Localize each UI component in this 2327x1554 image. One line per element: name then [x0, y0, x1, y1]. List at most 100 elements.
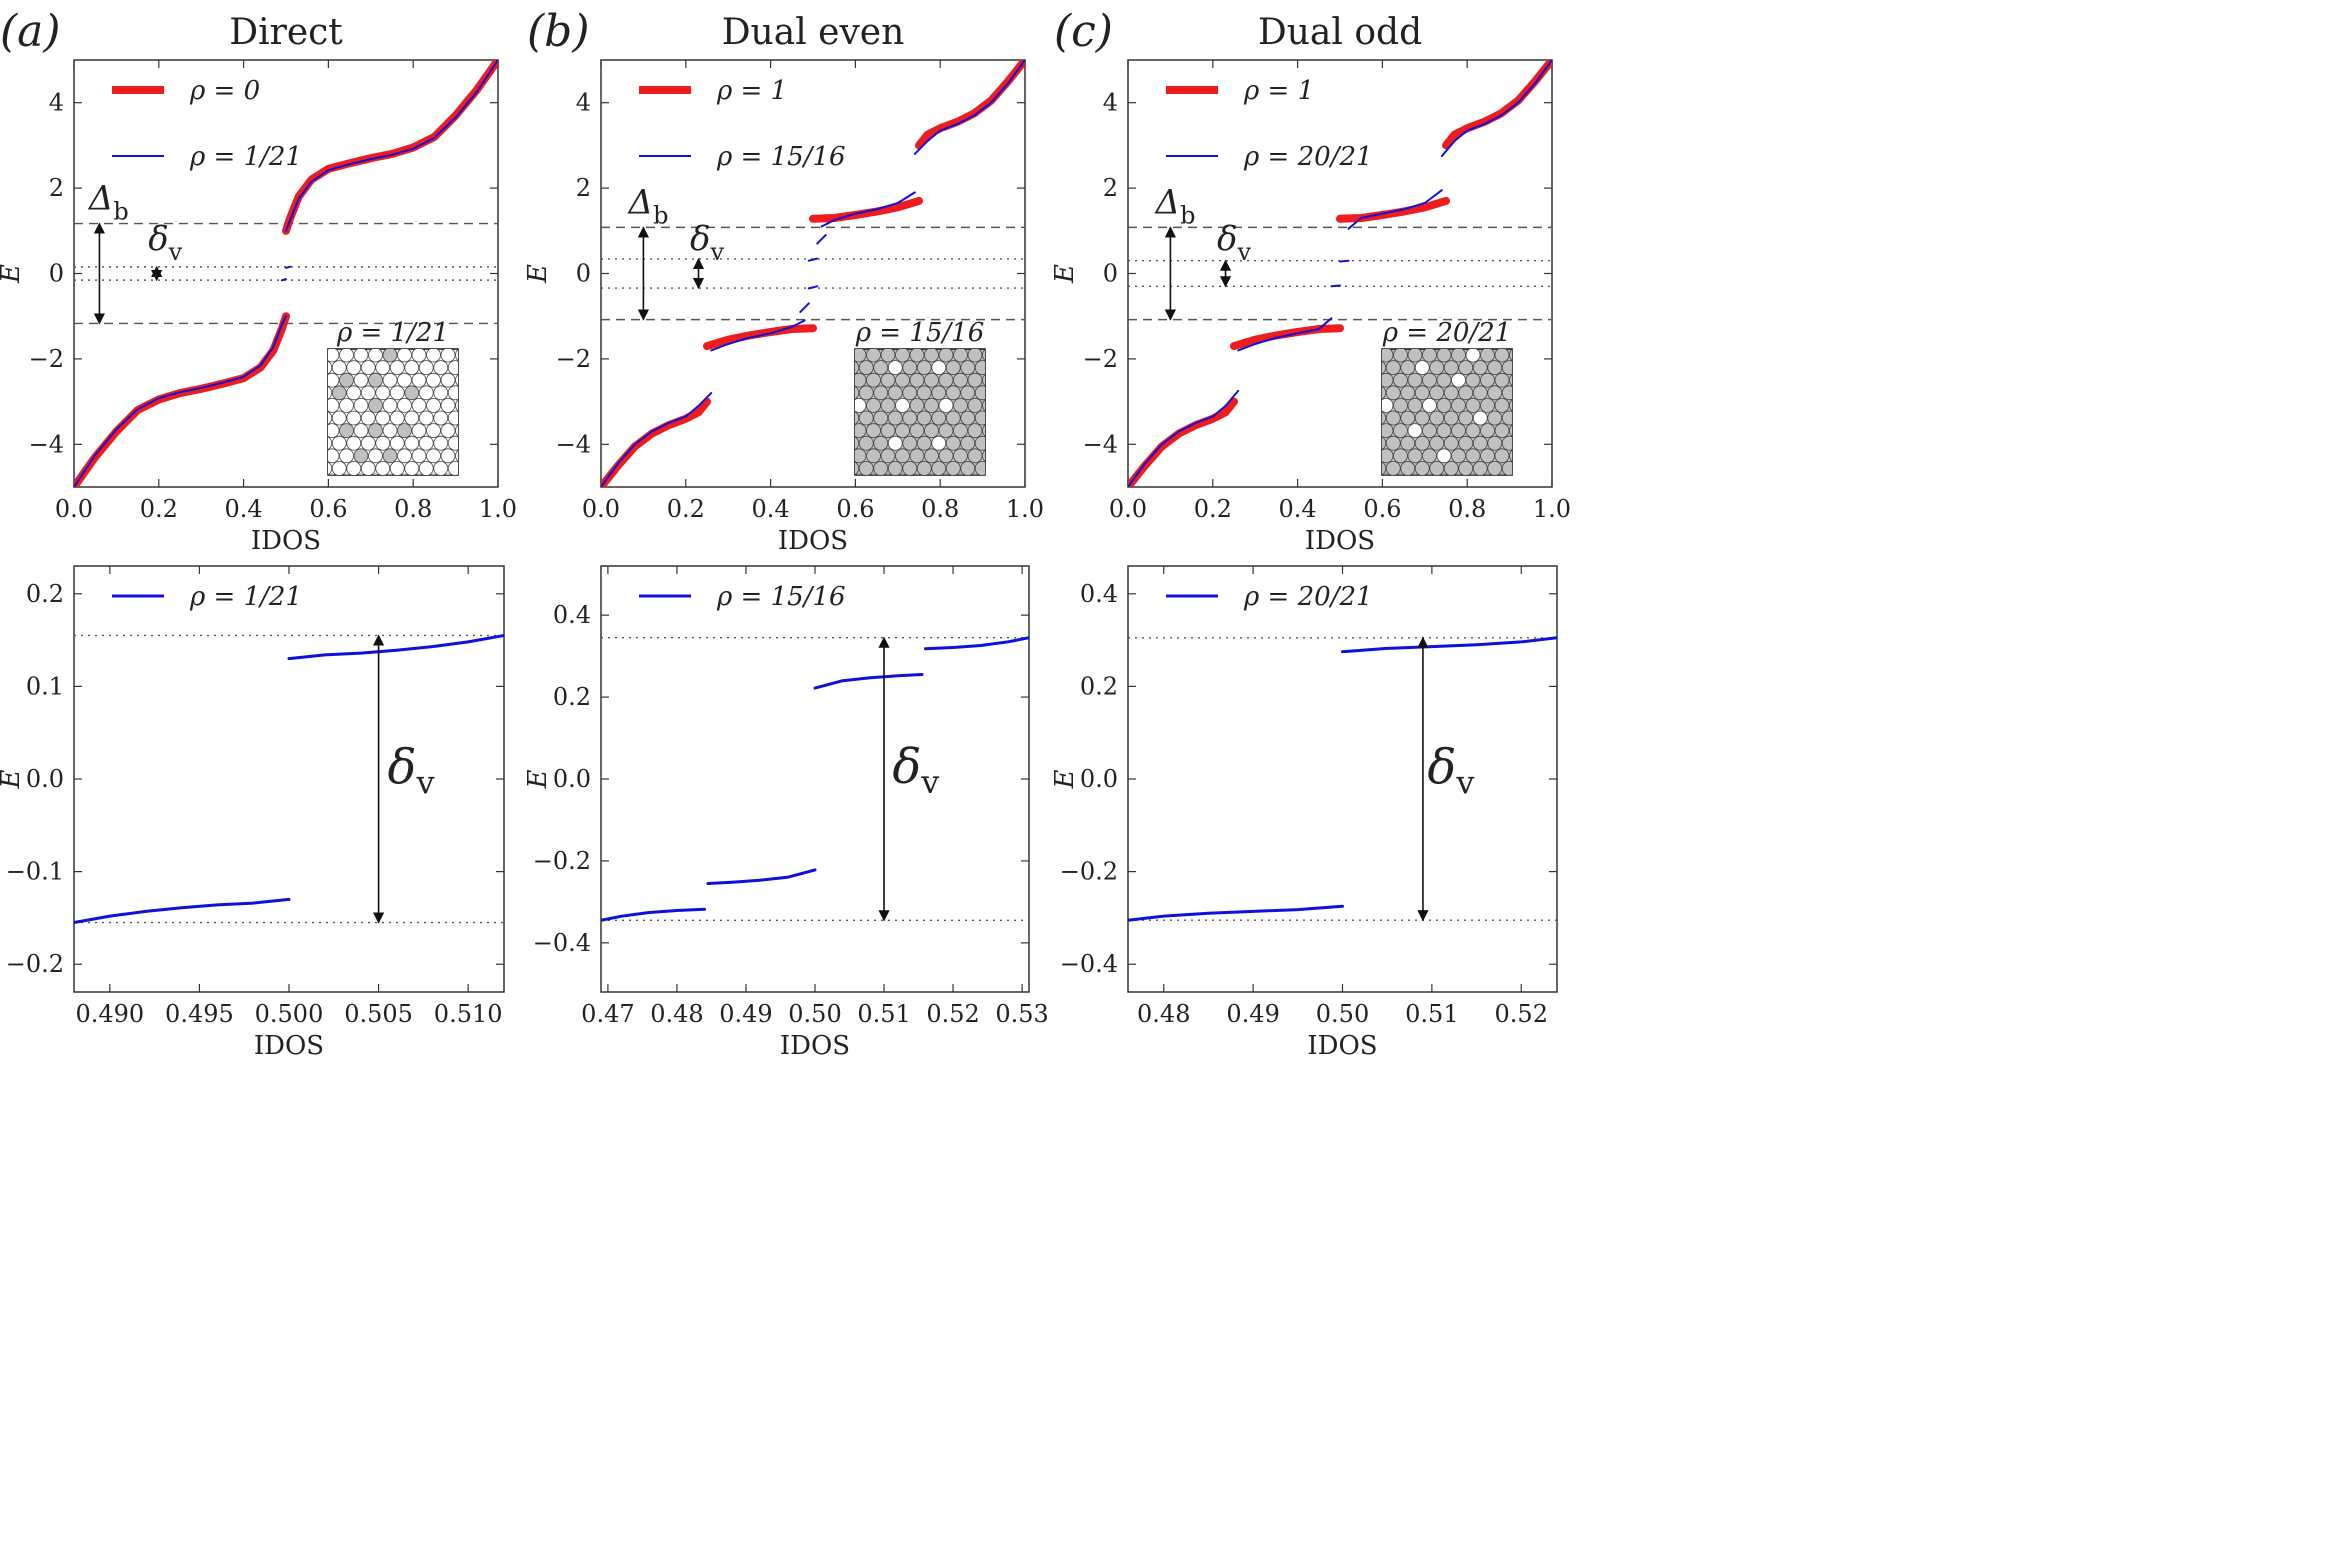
lattice-site [311, 373, 325, 387]
series-red-segment [703, 324, 817, 351]
lattice-site [411, 423, 427, 439]
lattice-site [938, 423, 954, 439]
lattice-site [368, 448, 383, 464]
gap-symbol: δ [690, 219, 710, 259]
lattice-site [1385, 385, 1401, 401]
series-blue-segment [1237, 317, 1333, 352]
lattice-site [1487, 385, 1503, 401]
lattice-site [1509, 399, 1512, 412]
lattice-site [411, 349, 427, 363]
lattice-site [328, 360, 333, 375]
panel-b-bottom: 0.47 0.48 0.49 0.50 0.51 0.52 0.53 −0.4 −0.2 0.0 0… [523, 565, 1049, 1061]
lattice-site [887, 385, 903, 401]
lattice-site [1468, 473, 1478, 475]
panel-title: Direct [229, 12, 343, 53]
lattice-site [1393, 372, 1408, 388]
lattice-site [982, 424, 985, 437]
y-tick-label: 0.0 [1080, 765, 1118, 793]
x-tick-label: 0.500 [255, 1000, 324, 1028]
lattice-site [931, 385, 947, 401]
series-blue-segment [285, 60, 498, 232]
lattice-site [1494, 372, 1510, 388]
series-red-segment [809, 196, 923, 223]
gap-symbol: Δ [627, 183, 654, 223]
lattice-site [389, 435, 405, 451]
lattice-site [855, 436, 860, 450]
lattice-site [887, 360, 903, 376]
lattice-site [1517, 461, 1531, 475]
lattice-site [1458, 360, 1474, 376]
lattice-site [433, 461, 449, 475]
lattice-site [382, 423, 398, 439]
lattice-site [898, 473, 907, 475]
x-tick-label: 0.2 [140, 495, 178, 523]
y-tick-label: −4 [556, 430, 591, 458]
lattice-site [328, 423, 340, 438]
lattice-site [1385, 461, 1401, 475]
series-red-segment [1442, 60, 1552, 150]
panel-c-bottom: 0.48 0.49 0.50 0.51 0.52 −0.4 −0.2 0.0 0.2 0.4 IDO… [1050, 565, 1558, 1061]
lattice-site [463, 361, 477, 375]
gap-annotation: Δb [1154, 183, 1196, 230]
lattice-site [938, 397, 954, 413]
gap-annotation: Δb [627, 183, 669, 230]
x-tick-label: 0.52 [926, 1000, 979, 1028]
lattice-site [1429, 385, 1445, 401]
y-axis-title: E [523, 264, 553, 284]
lattice-site [931, 410, 947, 426]
series-blue-segment [813, 673, 924, 690]
lattice-site [838, 373, 852, 387]
lattice-site [360, 461, 376, 475]
lattice-site [1494, 349, 1510, 363]
lattice-site [855, 473, 864, 475]
lattice-site [902, 435, 918, 451]
lattice-site [371, 473, 380, 475]
lattice-site [1510, 474, 1524, 488]
x-axis-title: IDOS [780, 1031, 850, 1061]
lattice-site [1407, 349, 1423, 363]
lattice-site [346, 385, 362, 401]
lattice-site [990, 461, 1004, 475]
lattice-site [1501, 385, 1512, 401]
lattice-site [331, 360, 347, 376]
y-tick-label: −0.4 [533, 929, 591, 957]
lattice-site [880, 448, 896, 464]
lattice-site [1422, 349, 1437, 363]
lattice-site [447, 461, 458, 475]
lattice-site [1400, 435, 1416, 451]
x-tick-label: 0.490 [75, 1000, 144, 1028]
lattice-site [1385, 435, 1401, 451]
x-tick-label: 0.4 [752, 495, 790, 523]
y-tick-label: 0 [49, 260, 64, 288]
legend-label: ρ = 20/21 [1243, 582, 1373, 612]
lattice-site [440, 448, 456, 464]
y-tick-label: 0.0 [553, 765, 591, 793]
lattice-site [858, 360, 874, 376]
lattice-site [924, 349, 939, 363]
series-blue-segment [601, 392, 713, 487]
lattice-site [353, 423, 369, 439]
lattice-site [1407, 448, 1423, 464]
y-tick-label: 0.2 [553, 683, 591, 711]
lattice-site [426, 448, 441, 464]
lattice-site [328, 411, 333, 425]
gap-subscript: b [653, 202, 668, 230]
lattice-site [339, 397, 354, 413]
y-tick-label: 2 [576, 174, 591, 202]
series-blue-segment [1128, 904, 1344, 922]
lattice-site [1422, 448, 1437, 464]
lattice-site [1429, 461, 1445, 475]
lattice-site [1407, 372, 1423, 388]
series-red-segment [1128, 397, 1238, 487]
lattice-site [1410, 473, 1420, 475]
series-group [601, 60, 1025, 487]
lattice-site [916, 360, 932, 376]
lattice-site [328, 473, 337, 475]
inset-label: ρ = 1/21 [336, 318, 449, 348]
lattice-site [397, 349, 412, 363]
lattice-site [1436, 397, 1452, 413]
lattice-site [1382, 411, 1387, 425]
series-blue-segment [287, 634, 504, 661]
lattice-site [1443, 385, 1459, 401]
lattice-site [1414, 360, 1430, 376]
